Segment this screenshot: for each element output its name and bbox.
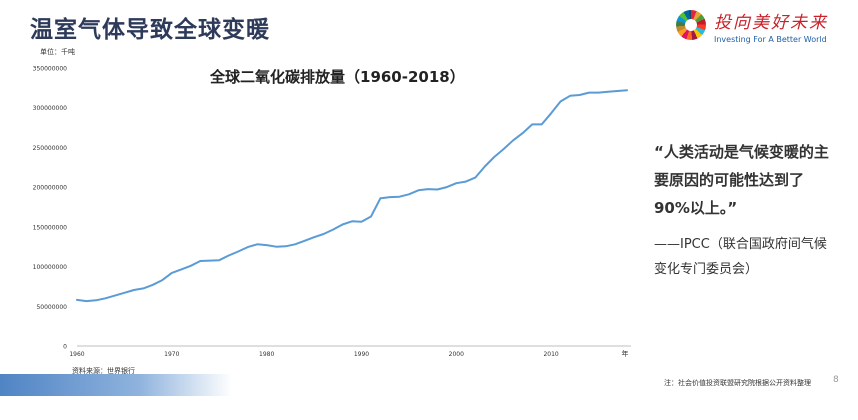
decorative-stripe xyxy=(0,374,232,396)
data-point xyxy=(446,186,448,188)
data-point xyxy=(522,132,524,134)
x-tick-label: 1990 xyxy=(354,351,369,358)
data-point xyxy=(493,156,495,158)
x-tick-label: 1960 xyxy=(69,351,84,358)
x-tick-label: 2000 xyxy=(449,351,464,358)
data-point xyxy=(389,196,391,198)
data-point xyxy=(237,250,239,253)
y-tick-label: 250000000 xyxy=(33,145,68,152)
data-point xyxy=(560,100,562,102)
sdg-wheel-icon xyxy=(676,10,706,40)
data-point xyxy=(218,259,220,261)
data-point xyxy=(417,189,419,191)
ipcc-quote: “人类活动是气候变暖的主要原因的可能性达到了90%以上。” xyxy=(654,143,829,217)
data-point xyxy=(180,268,182,270)
data-point xyxy=(190,265,192,267)
data-point xyxy=(313,236,315,238)
data-point xyxy=(550,112,552,114)
data-point xyxy=(531,123,533,125)
data-point xyxy=(455,182,457,184)
data-point xyxy=(95,299,97,301)
data-point xyxy=(569,95,571,97)
data-point xyxy=(474,177,476,179)
data-point xyxy=(408,193,410,195)
data-point xyxy=(228,254,230,257)
y-tick-label: 100000000 xyxy=(33,264,68,271)
data-point xyxy=(152,284,154,286)
data-point xyxy=(142,287,144,289)
data-point xyxy=(341,223,344,226)
data-point xyxy=(247,246,249,248)
data-point xyxy=(104,297,106,299)
slide-title: 温室气体导致全球变暖 xyxy=(30,17,270,43)
data-point xyxy=(266,244,268,246)
data-point xyxy=(323,233,325,235)
x-axis-label: 年 xyxy=(622,349,629,358)
data-point xyxy=(579,94,581,96)
data-point xyxy=(370,215,372,218)
data-point xyxy=(503,148,505,150)
page-number: 8 xyxy=(833,375,839,385)
quote-attribution: ——IPCC（联合国政府间气候变化专门委员会） xyxy=(654,237,827,277)
y-tick-label: 150000000 xyxy=(33,224,68,231)
x-tick-labels: 1960 1970 1980 1990 2000 2010 年 xyxy=(69,349,628,358)
data-point xyxy=(598,92,600,94)
data-point xyxy=(607,91,609,93)
data-point xyxy=(76,299,78,301)
data-point xyxy=(294,243,296,245)
data-point xyxy=(114,295,116,297)
data-point xyxy=(484,165,486,168)
data-point xyxy=(379,197,381,199)
data-point xyxy=(85,300,88,302)
y-tick-label: 50000000 xyxy=(36,304,67,311)
data-point xyxy=(161,279,163,281)
footnote: 注：社会价值投资联盟研究院根据公开资料整理 xyxy=(664,379,811,387)
data-point xyxy=(360,221,363,223)
data-point xyxy=(123,292,125,294)
data-point xyxy=(398,196,400,198)
data-point xyxy=(171,272,173,274)
y-tick-label: 300000000 xyxy=(33,105,68,112)
data-point xyxy=(588,92,590,94)
data-point xyxy=(465,181,467,183)
data-point xyxy=(436,188,438,191)
data-point xyxy=(275,246,277,248)
source-label: 资料来源：世界银行 xyxy=(72,367,135,375)
series-line xyxy=(76,89,628,303)
y-tick-label: 350000000 xyxy=(33,66,68,73)
logo-english-text: Investing For A Better World xyxy=(714,35,827,44)
y-tick-label: 0 xyxy=(63,344,67,351)
y-tick-label: 200000000 xyxy=(33,185,68,192)
data-point xyxy=(209,260,211,262)
unit-label: 单位：千吨 xyxy=(40,48,75,56)
logo: 投向美好未来 Investing For A Better World xyxy=(676,8,846,50)
x-tick-label: 1980 xyxy=(259,351,274,358)
logo-chinese-text: 投向美好未来 xyxy=(714,13,828,33)
data-point xyxy=(304,240,306,242)
data-point xyxy=(541,123,543,125)
data-point xyxy=(626,89,628,91)
y-tick-labels: 0 50000000 100000000 150000000 200000000 2500… xyxy=(33,66,68,351)
chart-series xyxy=(76,89,628,303)
data-point xyxy=(427,188,429,190)
data-point xyxy=(351,220,353,222)
data-point xyxy=(133,289,135,291)
data-point xyxy=(199,260,201,262)
x-tick-label: 2010 xyxy=(543,351,558,358)
data-point xyxy=(256,243,258,245)
data-point xyxy=(332,229,334,231)
data-point xyxy=(285,245,287,247)
x-tick-label: 1970 xyxy=(164,351,179,358)
chart-title: 全球二氧化碳排放量（1960-2018） xyxy=(210,68,465,86)
data-point xyxy=(616,90,619,92)
data-point xyxy=(512,139,514,141)
